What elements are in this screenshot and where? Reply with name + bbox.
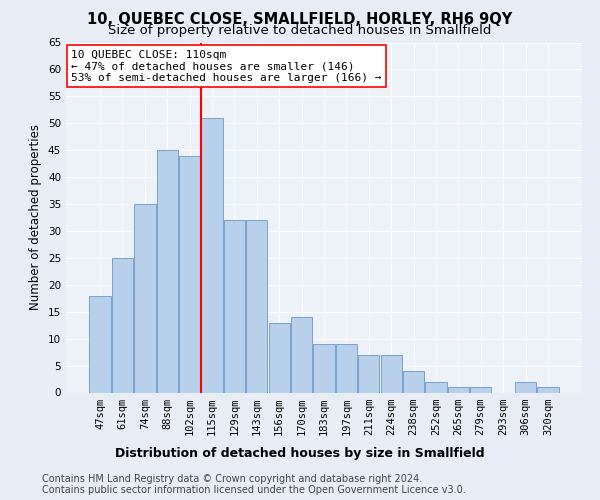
- Bar: [224, 220, 245, 392]
- Y-axis label: Number of detached properties: Number of detached properties: [29, 124, 43, 310]
- Bar: [291, 317, 312, 392]
- Bar: [134, 204, 155, 392]
- Text: 10, QUEBEC CLOSE, SMALLFIELD, HORLEY, RH6 9QY: 10, QUEBEC CLOSE, SMALLFIELD, HORLEY, RH…: [88, 12, 512, 28]
- Bar: [358, 355, 379, 393]
- Text: Distribution of detached houses by size in Smallfield: Distribution of detached houses by size …: [115, 446, 485, 460]
- Bar: [313, 344, 335, 393]
- Bar: [425, 382, 446, 392]
- Text: 10 QUEBEC CLOSE: 110sqm
← 47% of detached houses are smaller (146)
53% of semi-d: 10 QUEBEC CLOSE: 110sqm ← 47% of detache…: [71, 50, 382, 82]
- Text: Contains HM Land Registry data © Crown copyright and database right 2024.: Contains HM Land Registry data © Crown c…: [42, 474, 422, 484]
- Bar: [336, 344, 357, 393]
- Bar: [179, 156, 200, 392]
- Bar: [403, 371, 424, 392]
- Bar: [448, 387, 469, 392]
- Bar: [89, 296, 111, 392]
- Bar: [269, 322, 290, 392]
- Bar: [157, 150, 178, 392]
- Bar: [537, 387, 559, 392]
- Bar: [112, 258, 133, 392]
- Bar: [246, 220, 268, 392]
- Bar: [202, 118, 223, 392]
- Text: Contains public sector information licensed under the Open Government Licence v3: Contains public sector information licen…: [42, 485, 466, 495]
- Text: Size of property relative to detached houses in Smallfield: Size of property relative to detached ho…: [109, 24, 491, 37]
- Bar: [515, 382, 536, 392]
- Bar: [380, 355, 402, 393]
- Bar: [470, 387, 491, 392]
